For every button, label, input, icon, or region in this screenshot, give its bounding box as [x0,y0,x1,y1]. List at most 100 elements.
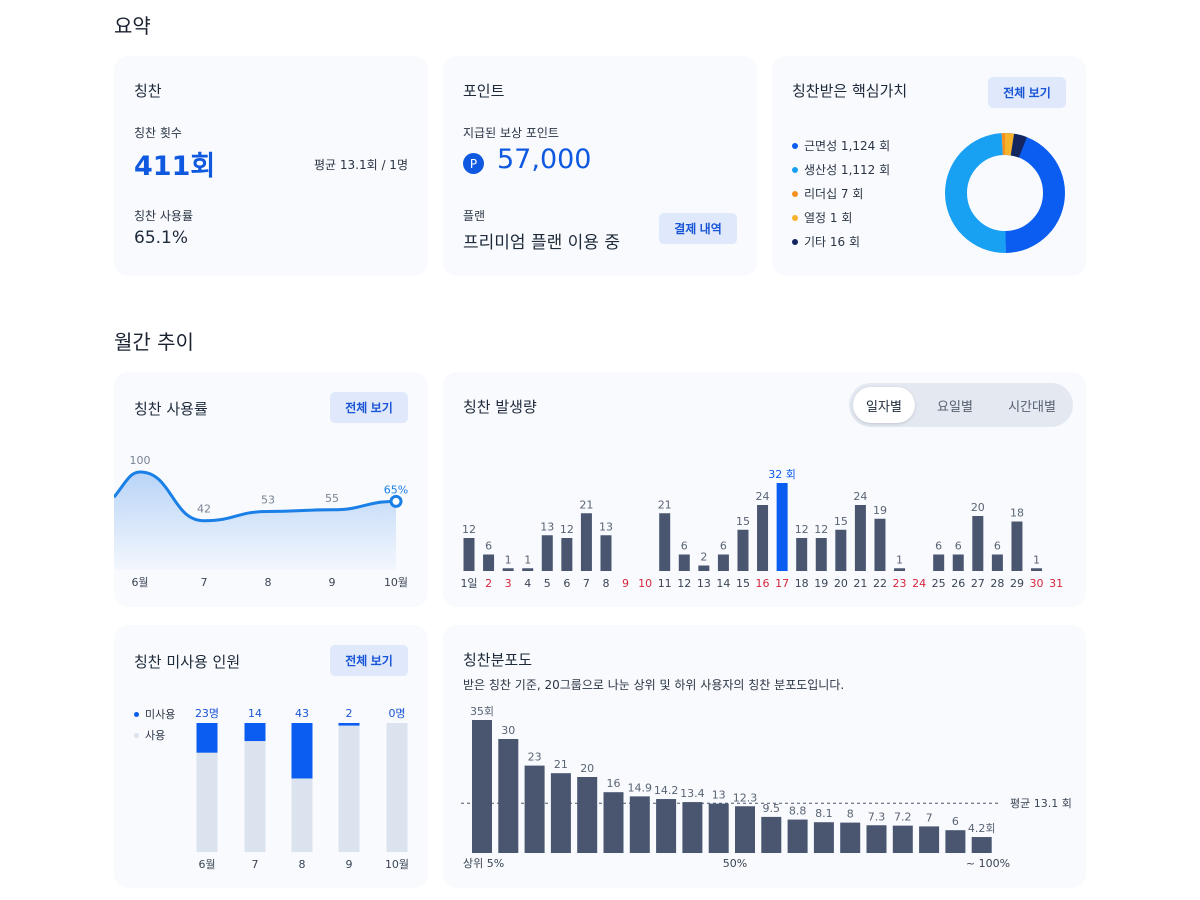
reward-points-value: 57,000 [497,144,592,175]
distribution-bar [656,799,677,853]
billing-history-button[interactable]: 결제 내역 [659,213,737,244]
legend-dot [792,190,798,197]
usage-rate-card: 칭찬 사용률 전체 보기 100 6월 42 7 53 8 55 9 65% 10월 [114,372,428,607]
distribution-bar [919,826,940,853]
unused-bar [291,723,313,779]
praise-count-value: 411회 [134,151,216,182]
points-card-title: 포인트 [463,82,505,100]
volume-bar [698,565,710,571]
usage-rate-line-chart: 100 6월 42 7 53 8 55 9 65% 10월 [114,454,408,589]
distribution-data-label: 8 [847,808,854,821]
unused-tick-label: 7 [252,858,259,871]
core-values-donut-chart [945,133,1065,253]
unused-people-view-all-button[interactable]: 전체 보기 [330,645,408,676]
distribution-bar [708,803,729,853]
volume-tick-label: 5 [544,577,551,590]
volume-data-label: 24 [853,490,867,503]
volume-tick-label: 26 [951,577,965,590]
unused-tick-label: 10월 [385,858,409,871]
volume-bar [796,538,808,571]
praise-average: 평균 13.1회 / 1명 [313,158,408,172]
legend-label: 리더십 7 회 [804,187,864,201]
distribution-data-label: 16 [607,777,621,790]
usage-data-label: 55 [325,492,339,505]
volume-tick-label: 14 [716,577,730,590]
praise-count-label: 칭찬 횟수 [134,126,182,140]
volume-data-label: 12 [795,523,809,536]
legend-dot [792,214,798,221]
usage-data-label: 100 [130,454,151,467]
volume-bar [659,513,671,571]
volume-data-label: 15 [736,515,750,528]
used-bar [338,723,360,852]
unused-data-label: 0명 [388,707,405,720]
volume-data-label: 12 [462,523,476,536]
legend-label: 미사용 [145,708,176,721]
usage-rate-title: 칭찬 사용률 [134,400,208,418]
volume-bar [541,535,553,571]
praise-volume-title: 칭찬 발생량 [463,398,537,416]
usage-rate-view-all-button[interactable]: 전체 보기 [330,392,408,423]
used-bar [386,723,408,852]
legend-label: 생산성 1,112 회 [804,163,891,177]
distribution-bar [866,825,887,853]
volume-data-label: 24 [756,490,770,503]
volume-data-label: 1 [505,553,512,566]
usage-tick-label: 7 [201,576,208,589]
volume-data-label: 18 [1010,507,1024,520]
used-bar [196,723,218,852]
volume-data-label: 13 [540,520,554,533]
volume-tick-label: 20 [834,577,848,590]
volume-data-label: 6 [994,540,1001,553]
volume-data-label: 1 [524,553,531,566]
volume-bar [1031,568,1043,571]
distribution-data-label: 4.2회 [968,822,996,835]
distribution-tick-label: 50% [723,857,747,870]
tab-hourly[interactable]: 시간대별 [1008,399,1056,415]
distribution-bar [498,739,519,853]
volume-data-label: 21 [658,498,672,511]
unused-people-stacked-bar-chart: 23명 6월 14 7 43 8 2 9 0명 10월 [195,707,409,871]
legend-label: 기타 16 회 [804,235,861,249]
volume-data-label: 20 [971,501,985,514]
unused-tick-label: 8 [299,858,306,871]
praise-distribution-bar-chart: 35회 30 23 21 20 16 14.9 14.2 13.4 13 12.3 9.5 8.8 8.1… [461,705,1072,870]
distribution-data-label: 13 [712,789,726,802]
distribution-tick-label: ~ 100% [966,857,1010,870]
unused-tick-label: 6월 [198,858,215,871]
legend-label: 근면성 1,124 회 [804,139,891,153]
volume-data-label: 2 [700,551,707,564]
summary-section-title: 요약 [114,14,151,38]
volume-period-tabs: 일자별 요일별 시간대별 [849,383,1073,427]
volume-tick-label: 15 [736,577,750,590]
volume-tick-label: 7 [583,577,590,590]
volume-data-label: 1 [1033,553,1040,566]
tab-weekday[interactable]: 요일별 [937,399,973,415]
distribution-data-label: 8.1 [815,807,833,820]
volume-bar [580,513,592,571]
volume-tick-label: 24 [912,577,926,590]
tab-daily[interactable]: 일자별 [853,387,915,423]
core-values-view-all-button[interactable]: 전체 보기 [988,77,1066,108]
volume-tick-label: 10 [638,577,652,590]
distribution-data-label: 7.3 [868,810,886,823]
volume-data-label: 12 [560,523,574,536]
volume-tick-label: 3 [505,577,512,590]
volume-data-label: 13 [599,520,613,533]
volume-tick-label: 17 [775,577,789,590]
unused-data-label: 14 [248,707,262,720]
legend-item-productivity: 생산성 1,112 회 [792,161,890,178]
unused-tick-label: 9 [346,858,353,871]
distribution-data-label: 13.4 [680,787,705,800]
volume-bar [933,554,945,571]
volume-tick-label: 12 [677,577,691,590]
legend-label: 열정 1 회 [804,211,853,225]
legend-dot [792,166,798,173]
volume-tick-label: 16 [756,577,770,590]
volume-data-label: 6 [955,540,962,553]
distribution-data-label: 23 [528,751,542,764]
distribution-bar [813,822,834,853]
legend-item-unused: 미사용 [134,706,175,722]
distribution-data-label: 14.2 [654,784,679,797]
distribution-bar [787,819,808,853]
